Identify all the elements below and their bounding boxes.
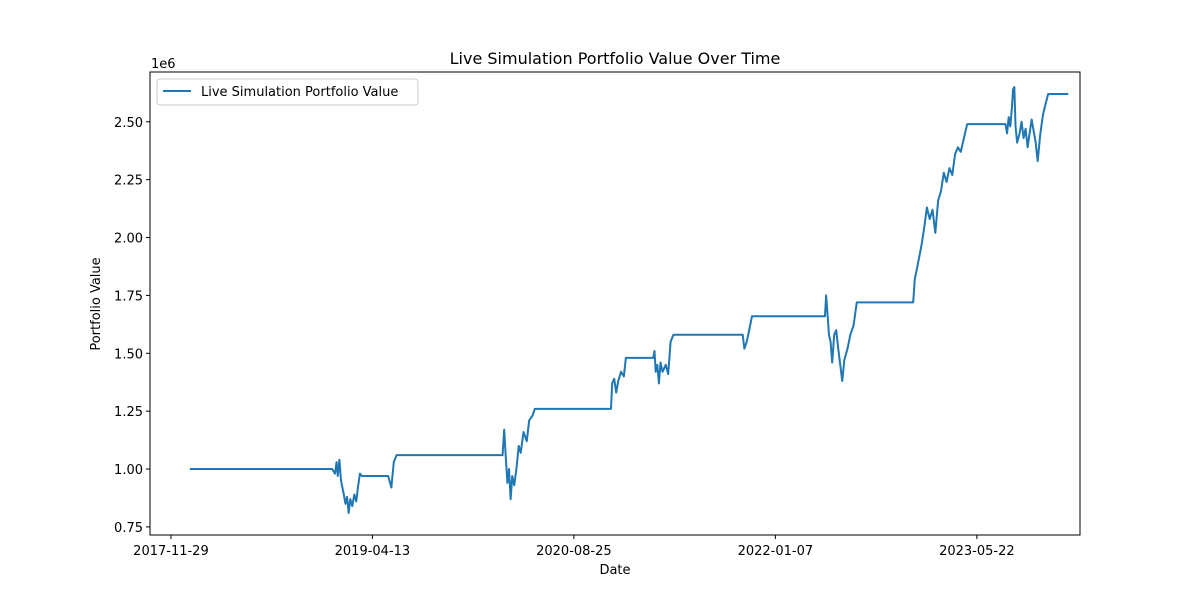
- y-tick-label: 1.75: [114, 289, 143, 304]
- series-line-portfolio-value: [189, 86, 1069, 515]
- y-tick-label: 0.75: [114, 521, 143, 536]
- y-tick-label: 1.00: [114, 463, 143, 478]
- y-tick-label: 1.25: [114, 405, 143, 420]
- x-tick-label: 2019-04-13: [335, 544, 411, 559]
- y-tick-label: 2.00: [114, 232, 143, 247]
- x-axis-label: Date: [599, 563, 630, 578]
- x-tick-label: 2022-01-07: [738, 544, 814, 559]
- legend-box: [156, 78, 419, 106]
- y-tick-label: 2.25: [114, 174, 143, 189]
- y-axis-ticks: 0.75 1.00 1.25 1.50 1.75 2.00 2.25 2.50: [114, 116, 150, 536]
- x-tick-label: 2023-05-22: [939, 544, 1015, 559]
- x-axis-ticks: 2017-11-29 2019-04-13 2020-08-25 2022-01-07…: [133, 535, 1015, 559]
- legend: Live Simulation Portfolio Value: [156, 78, 419, 106]
- chart-title: Live Simulation Portfolio Value Over Tim…: [450, 49, 781, 68]
- series-layer: [189, 86, 1069, 515]
- legend-label: Live Simulation Portfolio Value: [201, 85, 398, 100]
- y-tick-label: 1.50: [114, 347, 143, 362]
- y-offset-text: 1e6: [151, 57, 176, 72]
- y-axis-label: Portfolio Value: [89, 257, 104, 350]
- x-tick-label: 2020-08-25: [536, 544, 612, 559]
- y-tick-label: 2.50: [114, 116, 143, 131]
- x-tick-label: 2017-11-29: [133, 544, 209, 559]
- plot-frame: [149, 71, 1081, 536]
